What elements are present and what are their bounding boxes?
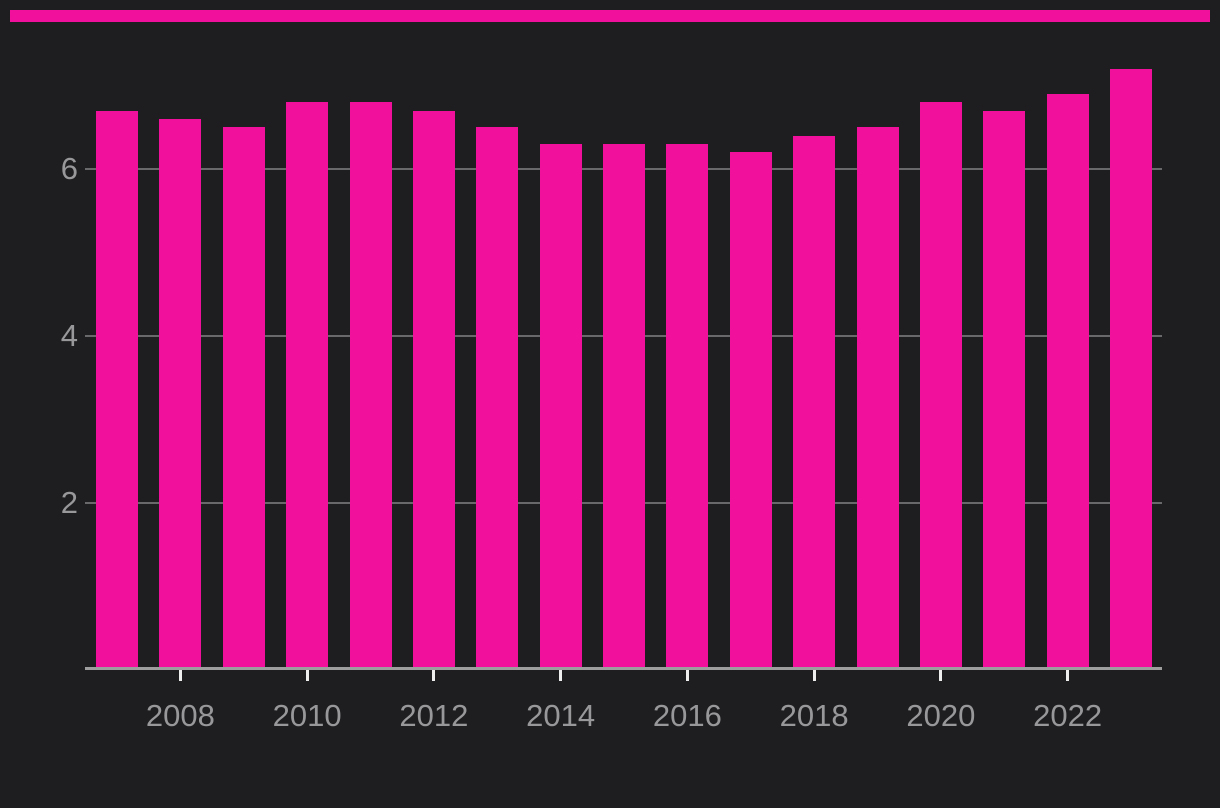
x-axis-tick <box>559 670 563 681</box>
bar <box>476 127 519 670</box>
x-axis-tick-label: 2008 <box>145 698 215 733</box>
header-accent-bar <box>10 10 1210 22</box>
bar <box>793 135 836 670</box>
bar <box>603 143 645 670</box>
bar <box>1110 68 1152 670</box>
x-axis-tick-label: 2018 <box>779 698 849 733</box>
y-axis-tick-label: 4 <box>60 318 78 353</box>
bar <box>539 143 582 670</box>
bar <box>856 127 899 670</box>
bar <box>919 102 962 670</box>
bar <box>412 110 455 670</box>
x-axis-tick <box>1066 670 1070 681</box>
x-axis-tick <box>432 670 436 681</box>
y-axis-tick-label: 2 <box>60 485 78 520</box>
bar <box>349 102 392 670</box>
x-axis-tick <box>305 670 309 681</box>
bar <box>96 110 138 670</box>
y-axis-tick-label: 6 <box>60 151 78 186</box>
bar <box>1046 93 1089 670</box>
bar <box>222 127 265 670</box>
x-axis-tick <box>178 670 182 681</box>
x-axis-line <box>85 667 1162 670</box>
x-axis-tick <box>685 670 689 681</box>
x-axis-tick-label: 2010 <box>272 698 342 733</box>
bar <box>286 102 329 670</box>
x-axis-tick <box>812 670 816 681</box>
bar <box>159 118 202 670</box>
x-axis-tick-label: 2012 <box>399 698 469 733</box>
x-axis-tick-label: 2016 <box>652 698 722 733</box>
x-axis-tick-label: 2022 <box>1033 698 1103 733</box>
x-axis-tick <box>939 670 943 681</box>
bar <box>666 143 709 670</box>
x-axis-tick-label: 2020 <box>906 698 976 733</box>
bar <box>729 152 772 670</box>
x-axis-tick-label: 2014 <box>526 698 596 733</box>
bar <box>983 110 1026 670</box>
